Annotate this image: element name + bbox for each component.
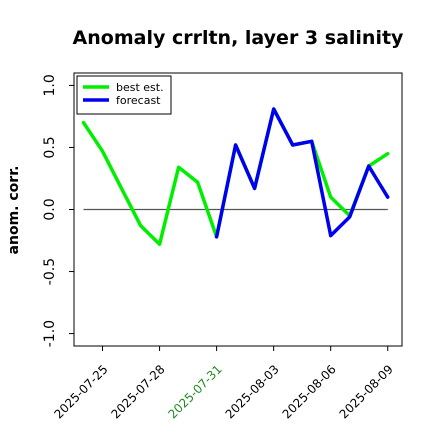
y-axis-label: anom. corr. [6, 166, 22, 255]
legend-label: forecast [116, 94, 161, 107]
x-tick-label: 2025-08-03 [223, 362, 282, 421]
x-tick-label: 2025-07-31 [166, 362, 225, 421]
y-tick-label: 1.0 [42, 74, 58, 96]
plot-area [81, 107, 390, 246]
legend-label: best est. [116, 81, 164, 94]
chart-title: Anomaly crrltn, layer 3 salinity [73, 27, 404, 49]
x-tick-label: 2025-07-25 [51, 362, 110, 421]
y-tick-label: 0.5 [42, 136, 58, 158]
series-line-forecast [214, 107, 390, 239]
legend-box [76, 75, 172, 115]
x-tick-label: 2025-08-06 [280, 362, 339, 421]
y-tick-label: 0.0 [42, 198, 58, 220]
x-tick-label: 2025-07-28 [108, 362, 167, 421]
y-tick-label: -0.5 [42, 258, 58, 285]
x-tick-label: 2025-08-09 [337, 362, 396, 421]
legend: best est.forecast [76, 75, 172, 115]
y-tick-label: -1.0 [42, 320, 58, 347]
